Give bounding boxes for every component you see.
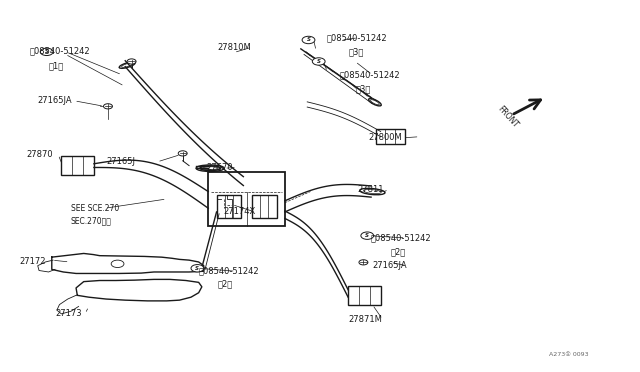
Text: Ⓝ08540-51242: Ⓝ08540-51242: [198, 267, 259, 276]
Text: Ⓝ08540-51242: Ⓝ08540-51242: [339, 70, 400, 79]
Text: 27165JA: 27165JA: [38, 96, 72, 105]
Circle shape: [361, 232, 374, 239]
Bar: [376, 129, 404, 144]
Text: 27870: 27870: [26, 150, 53, 159]
Bar: [348, 286, 381, 305]
Text: S: S: [365, 233, 369, 238]
Text: （2）: （2）: [218, 280, 233, 289]
Text: （1）: （1）: [49, 61, 64, 70]
Circle shape: [127, 59, 136, 64]
Circle shape: [104, 104, 113, 109]
Circle shape: [191, 264, 204, 272]
Text: 27165J: 27165J: [106, 157, 135, 166]
Text: （2）: （2）: [390, 247, 406, 256]
Text: S: S: [307, 38, 310, 42]
Text: Ⓝ08540-51242: Ⓝ08540-51242: [371, 233, 432, 243]
Circle shape: [40, 48, 53, 55]
Text: 27800M: 27800M: [368, 133, 402, 142]
Text: S: S: [45, 49, 49, 54]
Text: 27871M: 27871M: [349, 315, 383, 324]
Text: （3）: （3）: [355, 84, 371, 93]
Bar: [208, 172, 285, 226]
Text: Ⓝ08540-51242: Ⓝ08540-51242: [29, 46, 90, 55]
Text: （3）: （3）: [349, 47, 364, 56]
Text: 27173: 27173: [55, 310, 82, 318]
Text: FRONT: FRONT: [495, 105, 520, 130]
Text: A273① 0093: A273① 0093: [548, 352, 588, 357]
Circle shape: [359, 260, 368, 265]
Bar: [216, 195, 241, 218]
Text: 27811: 27811: [357, 185, 383, 194]
Circle shape: [178, 151, 187, 156]
Text: SEE SCE.270: SEE SCE.270: [71, 204, 119, 213]
Text: 27172: 27172: [20, 257, 46, 266]
Text: Ⓝ08540-51242: Ⓝ08540-51242: [326, 33, 387, 42]
Text: S: S: [195, 266, 200, 271]
Circle shape: [312, 58, 325, 65]
Text: 27174X: 27174X: [223, 208, 255, 217]
Text: 27165JA: 27165JA: [372, 261, 407, 270]
Text: 27670: 27670: [206, 163, 233, 172]
Text: 27810M: 27810M: [218, 42, 252, 51]
Text: S: S: [317, 59, 321, 64]
Text: SEC.270参照: SEC.270参照: [71, 217, 112, 226]
Bar: [61, 156, 94, 175]
Bar: [252, 195, 276, 218]
Circle shape: [302, 36, 315, 44]
